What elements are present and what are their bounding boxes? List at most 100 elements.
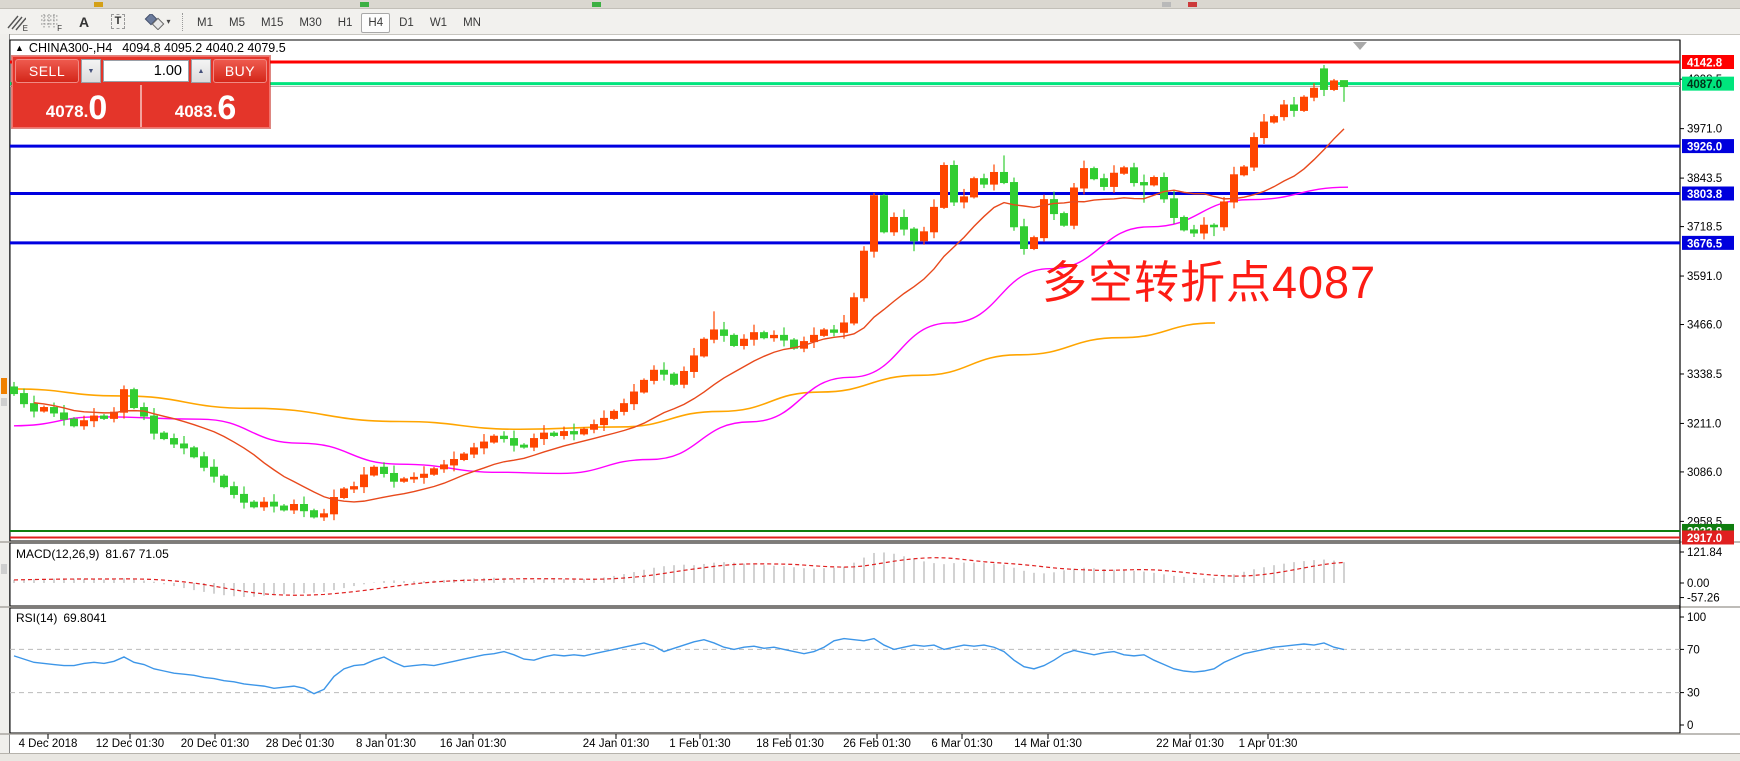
candle-body [1160, 177, 1168, 200]
candle-body [10, 386, 18, 395]
buy-price: 4083. [174, 102, 218, 121]
buy-price-big-digit: 6 [217, 89, 237, 127]
timeframe-button-m1[interactable]: M1 [197, 16, 213, 29]
candle-body [340, 488, 348, 499]
ohlc-readout: 4094.8 4095.2 4040.2 4079.5 [122, 41, 286, 55]
timeframe-button-w1[interactable]: W1 [429, 16, 448, 29]
time-axis-label[interactable]: 4 Dec 2018 [19, 738, 78, 750]
timeframe-button-m30[interactable]: M30 [299, 16, 322, 29]
candle-body [430, 468, 438, 475]
timeframe-button-d1[interactable]: D1 [399, 16, 414, 29]
candle-body [530, 438, 538, 448]
time-axis-label[interactable]: 12 Dec 01:30 [96, 738, 164, 750]
candle-body [70, 418, 78, 427]
candle-body [950, 164, 958, 203]
time-axis-label[interactable]: 26 Feb 01:30 [843, 738, 911, 750]
timeframe-button-m15[interactable]: M15 [260, 16, 284, 29]
time-axis-label[interactable]: 20 Dec 01:30 [181, 738, 249, 750]
volume-input[interactable]: 1.00 [103, 60, 189, 82]
candle-body [840, 322, 848, 333]
candle-body [580, 428, 588, 435]
candle-body [900, 216, 908, 230]
candle-body [820, 329, 828, 336]
candle-body [120, 389, 128, 413]
candle-body [460, 453, 468, 461]
candle-body [320, 513, 328, 518]
candle-body [1300, 96, 1308, 111]
time-axis-label[interactable]: 16 Jan 01:30 [440, 738, 507, 750]
candle-body [20, 393, 28, 405]
candle-body [300, 504, 308, 512]
timeframe-group: M1 M5 M15 M30 H1 H4 D1 W1 MN [189, 12, 489, 33]
candle-body [350, 486, 358, 490]
sell-price-big-digit: 0 [88, 89, 108, 127]
time-axis-label[interactable]: 22 Mar 01:30 [1156, 738, 1224, 750]
candle-body [1340, 80, 1348, 88]
text-box-icon[interactable]: T [106, 12, 130, 32]
fibo-grid-icon[interactable]: F [38, 12, 62, 33]
candle-body [1030, 237, 1038, 249]
candle-body [290, 504, 298, 511]
time-axis-label[interactable]: 6 Mar 01:30 [931, 738, 992, 750]
candle-body [670, 373, 678, 385]
candle-body [720, 329, 728, 336]
timeframe-button-mn[interactable]: MN [463, 16, 481, 29]
time-axis-label[interactable]: 1 Feb 01:30 [669, 738, 730, 750]
candle-body [400, 478, 408, 482]
candle-body [640, 379, 648, 393]
icon-subscript: E [22, 23, 28, 33]
candle-body [1130, 167, 1138, 184]
time-axis-label[interactable]: 14 Mar 01:30 [1014, 738, 1082, 750]
time-axis-label[interactable]: 24 Jan 01:30 [583, 738, 650, 750]
candle-body [870, 195, 878, 252]
time-axis-label[interactable]: 1 Apr 01:30 [1239, 738, 1298, 750]
price-tick-label: 3591.0 [1687, 271, 1722, 283]
timeframe-button-m5[interactable]: M5 [228, 16, 245, 29]
symbol-label: CHINA300-,H4 [28, 41, 113, 55]
sell-price-button[interactable]: 4078. 0 [13, 85, 142, 127]
drawing-toolbar: E F A T ▾ M1 M5 M15 M30 H1 H4 D1 W1 MN [0, 9, 1740, 35]
timeframe-button-h1[interactable]: H1 [337, 16, 353, 29]
collapse-panel-arrow[interactable]: ▲ [15, 43, 24, 53]
candle-body [600, 417, 608, 426]
volume-increase-button[interactable]: ▲ [191, 59, 211, 83]
sell-button[interactable]: SELL [15, 59, 79, 83]
buy-price-button[interactable]: 4083. 6 [142, 85, 269, 127]
candle-body [190, 447, 198, 458]
chart-annotation-text[interactable]: 多空转折点4087 [1042, 257, 1377, 308]
time-axis-label[interactable]: 8 Jan 01:30 [356, 738, 416, 750]
candle-body [760, 332, 768, 339]
macd-scale-label: 121.84 [1687, 547, 1723, 559]
candle-body [80, 420, 88, 427]
shapes-icon[interactable]: ▾ [140, 12, 174, 32]
timeframe-button-h4[interactable]: H4 [361, 12, 391, 33]
candle-body [60, 412, 68, 420]
candle-body [630, 391, 638, 405]
candle-body [780, 334, 788, 341]
candle-body [1180, 216, 1188, 231]
macd-indicator-label: MACD(12,26,9) 81.67 71.05 [16, 547, 169, 561]
time-axis-label[interactable]: 28 Dec 01:30 [266, 738, 334, 750]
candle-body [850, 297, 858, 324]
rsi-line [13, 637, 1345, 695]
candle-body [730, 334, 738, 346]
price-badge [1682, 55, 1734, 69]
price-tick-label: 3843.5 [1687, 173, 1722, 185]
candle-body [30, 403, 38, 412]
time-axis-label[interactable]: 18 Feb 01:30 [756, 738, 824, 750]
rsi-value: 69.8041 [63, 611, 107, 625]
volume-decrease-button[interactable]: ▼ [81, 59, 101, 83]
candle-body [390, 472, 398, 482]
candle-body [180, 443, 188, 449]
candle-body [470, 447, 478, 455]
candle-body [40, 407, 48, 412]
buy-button[interactable]: BUY [213, 59, 267, 83]
candle-body [970, 178, 978, 198]
candle-body [750, 332, 758, 340]
candle-body [540, 432, 548, 440]
candle-body [1140, 182, 1148, 186]
candle-body [1080, 168, 1088, 189]
draw-lines-icon[interactable]: E [4, 12, 28, 33]
text-label-icon[interactable]: A [78, 13, 90, 30]
